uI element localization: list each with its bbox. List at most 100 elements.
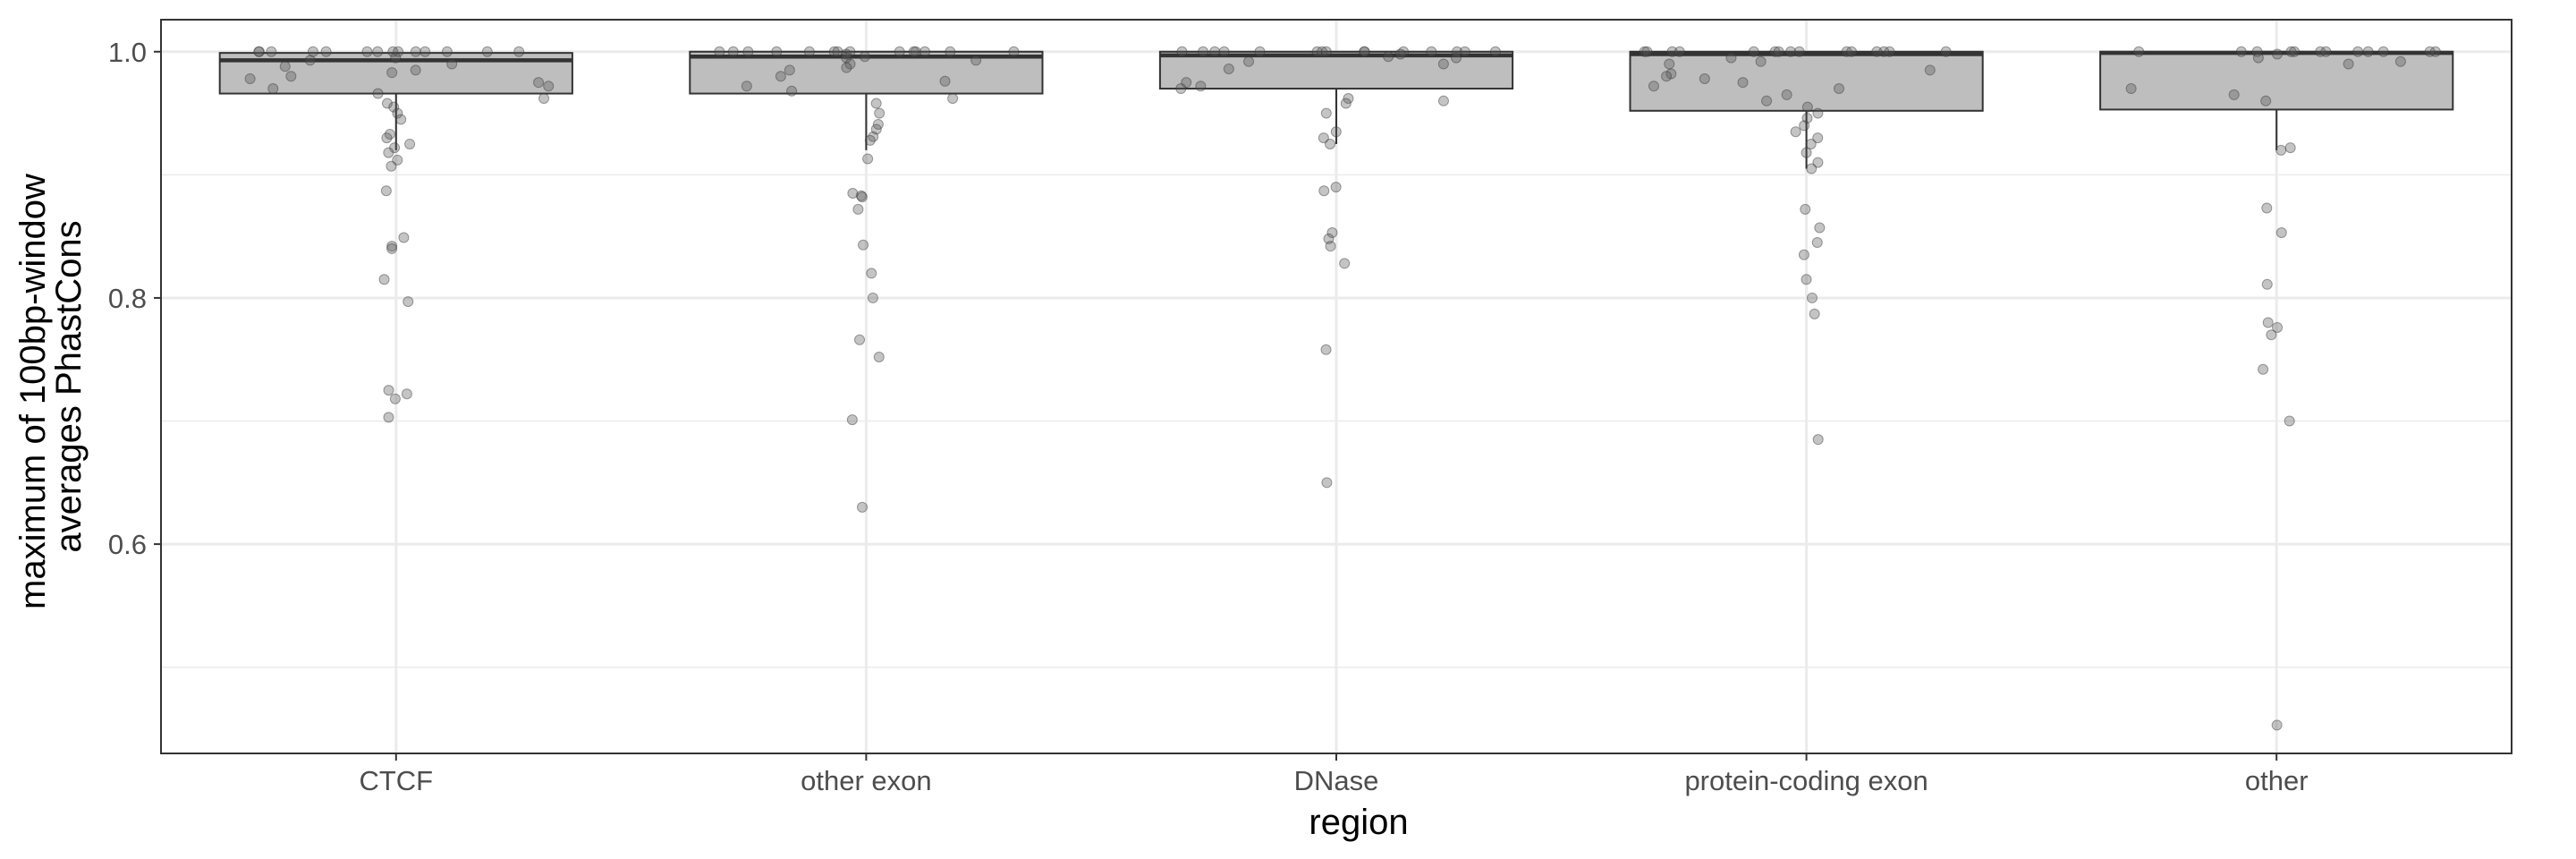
data-point bbox=[383, 412, 394, 423]
data-point bbox=[1317, 46, 1328, 57]
data-point bbox=[2315, 46, 2326, 57]
data-point bbox=[392, 107, 403, 119]
data-point bbox=[1311, 46, 1323, 57]
data-point bbox=[538, 93, 550, 105]
y-axis-ticks: 0.6 0.8 1.0 bbox=[108, 37, 161, 560]
data-point bbox=[1195, 81, 1207, 92]
data-point bbox=[2251, 46, 2263, 57]
data-point bbox=[389, 142, 401, 154]
data-point bbox=[1761, 95, 1773, 106]
data-point bbox=[828, 46, 840, 57]
data-point bbox=[1343, 93, 1354, 105]
x-tick-label: DNase bbox=[1294, 765, 1379, 796]
data-point bbox=[1451, 52, 1462, 64]
data-point bbox=[1437, 58, 1449, 70]
data-point bbox=[253, 46, 265, 57]
data-point bbox=[384, 128, 395, 140]
data-point bbox=[1398, 46, 1410, 57]
data-point bbox=[1426, 46, 1437, 57]
data-point bbox=[2260, 95, 2272, 106]
data-point bbox=[894, 46, 905, 57]
data-point bbox=[1330, 182, 1342, 193]
data-point bbox=[1940, 46, 1952, 57]
y-axis-title: maximum of 100bp-window averages PhastCo… bbox=[13, 164, 89, 609]
data-point bbox=[2133, 46, 2145, 57]
data-point bbox=[1737, 77, 1749, 89]
data-point bbox=[383, 385, 394, 396]
data-point bbox=[855, 190, 867, 201]
data-point bbox=[1008, 46, 1020, 57]
data-point bbox=[1340, 98, 1352, 109]
data-point bbox=[910, 46, 921, 57]
data-point bbox=[2429, 46, 2441, 57]
data-point bbox=[1814, 222, 1826, 234]
data-point bbox=[1383, 51, 1394, 63]
data-point bbox=[2258, 363, 2269, 375]
data-point bbox=[870, 123, 882, 135]
data-point bbox=[841, 52, 852, 64]
data-point bbox=[1773, 46, 1784, 57]
data-point bbox=[1359, 46, 1370, 57]
data-point bbox=[253, 46, 265, 57]
data-point bbox=[1812, 434, 1824, 446]
data-point bbox=[1790, 126, 1801, 138]
data-point bbox=[1878, 46, 1890, 57]
data-point bbox=[402, 296, 414, 308]
y-tick-label: 1.0 bbox=[108, 37, 147, 68]
data-point bbox=[870, 98, 882, 109]
data-point bbox=[859, 51, 870, 63]
x-axis-ticks: CTCF other exon DNase protein-coding exon ot… bbox=[359, 753, 2309, 796]
data-point bbox=[1924, 64, 1936, 76]
data-point bbox=[1665, 68, 1677, 80]
data-point bbox=[1884, 46, 1895, 57]
data-point bbox=[1801, 147, 1812, 158]
data-point bbox=[1661, 71, 1673, 82]
data-point bbox=[304, 55, 316, 66]
data-point bbox=[856, 501, 868, 513]
data-point bbox=[383, 147, 394, 158]
data-point bbox=[386, 242, 398, 254]
data-point bbox=[381, 132, 393, 144]
data-point bbox=[386, 67, 398, 79]
data-point bbox=[1318, 132, 1329, 144]
data-point bbox=[1181, 77, 1192, 89]
data-point bbox=[1330, 126, 1342, 138]
x-tick-label: other bbox=[2245, 765, 2309, 796]
boxplots bbox=[218, 50, 2454, 169]
data-point bbox=[2262, 317, 2274, 328]
data-point bbox=[1198, 46, 1209, 57]
data-point bbox=[2235, 46, 2247, 57]
data-point bbox=[873, 351, 885, 362]
data-point bbox=[1801, 274, 1812, 285]
x-tick-label: other exon bbox=[801, 765, 932, 796]
data-point bbox=[1805, 138, 1817, 149]
data-point bbox=[775, 71, 786, 82]
data-point bbox=[1459, 46, 1470, 57]
data-point bbox=[2377, 46, 2389, 57]
data-point bbox=[1320, 46, 1332, 57]
data-point bbox=[1801, 101, 1813, 113]
data-point bbox=[398, 232, 410, 243]
data-point bbox=[727, 46, 739, 57]
data-point bbox=[1648, 81, 1659, 92]
data-point bbox=[1243, 55, 1255, 67]
data-point bbox=[832, 46, 843, 57]
data-point bbox=[947, 93, 959, 105]
data-point bbox=[1175, 83, 1187, 95]
y-axis-title-line-2: averages PhastCons bbox=[49, 220, 89, 552]
data-point bbox=[395, 114, 407, 125]
data-point bbox=[1666, 46, 1678, 57]
data-point bbox=[1809, 308, 1820, 319]
data-point bbox=[858, 239, 869, 251]
x-tick-label: CTCF bbox=[359, 765, 433, 796]
data-point bbox=[2125, 83, 2137, 95]
data-point bbox=[1639, 46, 1650, 57]
data-point bbox=[2394, 55, 2406, 67]
data-point bbox=[1321, 477, 1333, 489]
data-point bbox=[2320, 46, 2332, 57]
y-axis-title-line-1: maximum of 100bp-window bbox=[13, 174, 53, 609]
data-point bbox=[2252, 52, 2264, 64]
data-point bbox=[1489, 46, 1501, 57]
data-point bbox=[1209, 46, 1221, 57]
